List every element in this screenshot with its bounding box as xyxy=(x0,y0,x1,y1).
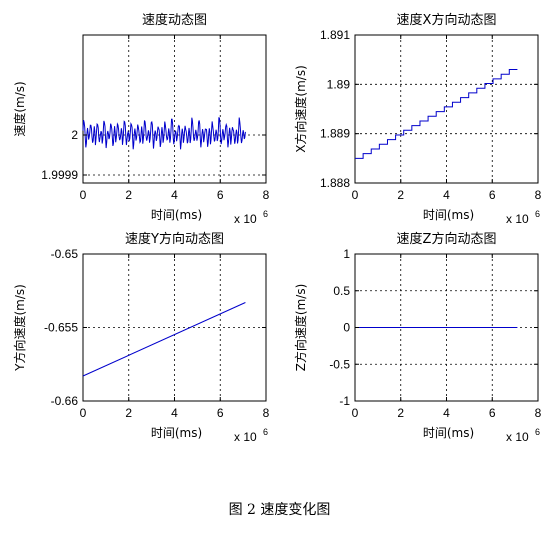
y-tick-label: -0.66 xyxy=(51,394,79,408)
y-tick-label: 2 xyxy=(71,128,78,142)
series-line-1 xyxy=(82,117,246,150)
chart-title: 速度Y方向动态图 xyxy=(125,231,224,247)
x-tick-label: 6 xyxy=(489,406,496,420)
x-tick-label: 8 xyxy=(263,188,270,202)
x-exponent-label: x 10 xyxy=(234,430,257,444)
y-tick-label: -0.5 xyxy=(329,357,350,371)
y-tick-label: -0.655 xyxy=(44,321,78,335)
x-axis-label: 时间(ms) xyxy=(423,208,474,222)
x-axis-label: 时间(ms) xyxy=(151,208,202,222)
x-axis-label: 时间(ms) xyxy=(151,426,202,440)
x-tick-label: 4 xyxy=(443,406,450,420)
y-tick-label: -1 xyxy=(339,394,350,408)
y-axis-label: Y方向速度(m/s) xyxy=(12,284,27,372)
chart-title: 速度动态图 xyxy=(142,12,207,28)
x-exponent-power: 6 xyxy=(535,427,540,437)
x-tick-label: 0 xyxy=(80,406,87,420)
plot-area xyxy=(82,34,267,184)
y-tick-label: 0 xyxy=(343,321,350,335)
x-tick-label: 0 xyxy=(352,406,359,420)
y-tick-label: 1.891 xyxy=(320,28,350,42)
x-exponent-power: 6 xyxy=(263,209,268,219)
x-tick-label: 4 xyxy=(171,406,178,420)
y-tick-label: -0.65 xyxy=(51,247,79,261)
series-line-1 xyxy=(355,69,518,159)
x-tick-label: 8 xyxy=(535,188,542,202)
chart-title: 速度X方向动态图 xyxy=(397,12,497,28)
y-tick-label: 1.9999 xyxy=(41,168,78,182)
x-exponent-label: x 10 xyxy=(234,212,257,226)
series-line-1 xyxy=(82,302,246,377)
x-tick-label: 8 xyxy=(535,406,542,420)
x-tick-label: 2 xyxy=(125,406,132,420)
x-exponent-label: x 10 xyxy=(506,212,529,226)
x-tick-label: 6 xyxy=(217,188,224,202)
chart-title: 速度Z方向动态图 xyxy=(397,231,497,247)
x-tick-label: 0 xyxy=(352,188,359,202)
x-tick-label: 4 xyxy=(443,188,450,202)
x-exponent-power: 6 xyxy=(263,427,268,437)
x-tick-label: 8 xyxy=(263,406,270,420)
x-tick-label: 2 xyxy=(125,188,132,202)
y-axis-label: 速度(m/s) xyxy=(12,81,27,136)
y-tick-label: 0.5 xyxy=(333,284,350,298)
y-axis-label: X方向速度(m/s) xyxy=(293,65,308,153)
x-tick-label: 4 xyxy=(171,188,178,202)
x-tick-label: 0 xyxy=(80,188,87,202)
y-tick-label: 1 xyxy=(343,247,350,261)
x-exponent-label: x 10 xyxy=(506,430,529,444)
y-tick-label: 1.89 xyxy=(327,77,351,91)
figure-caption: 图 2 速度变化图 xyxy=(228,502,331,518)
y-axis-label: Z方向速度(m/s) xyxy=(293,284,308,372)
x-tick-label: 2 xyxy=(397,188,404,202)
x-tick-label: 6 xyxy=(217,406,224,420)
x-exponent-power: 6 xyxy=(535,209,540,219)
x-tick-label: 6 xyxy=(489,188,496,202)
x-tick-label: 2 xyxy=(397,406,404,420)
y-tick-label: 1.888 xyxy=(320,176,350,190)
x-axis-label: 时间(ms) xyxy=(423,426,474,440)
y-tick-label: 1.889 xyxy=(320,127,350,141)
